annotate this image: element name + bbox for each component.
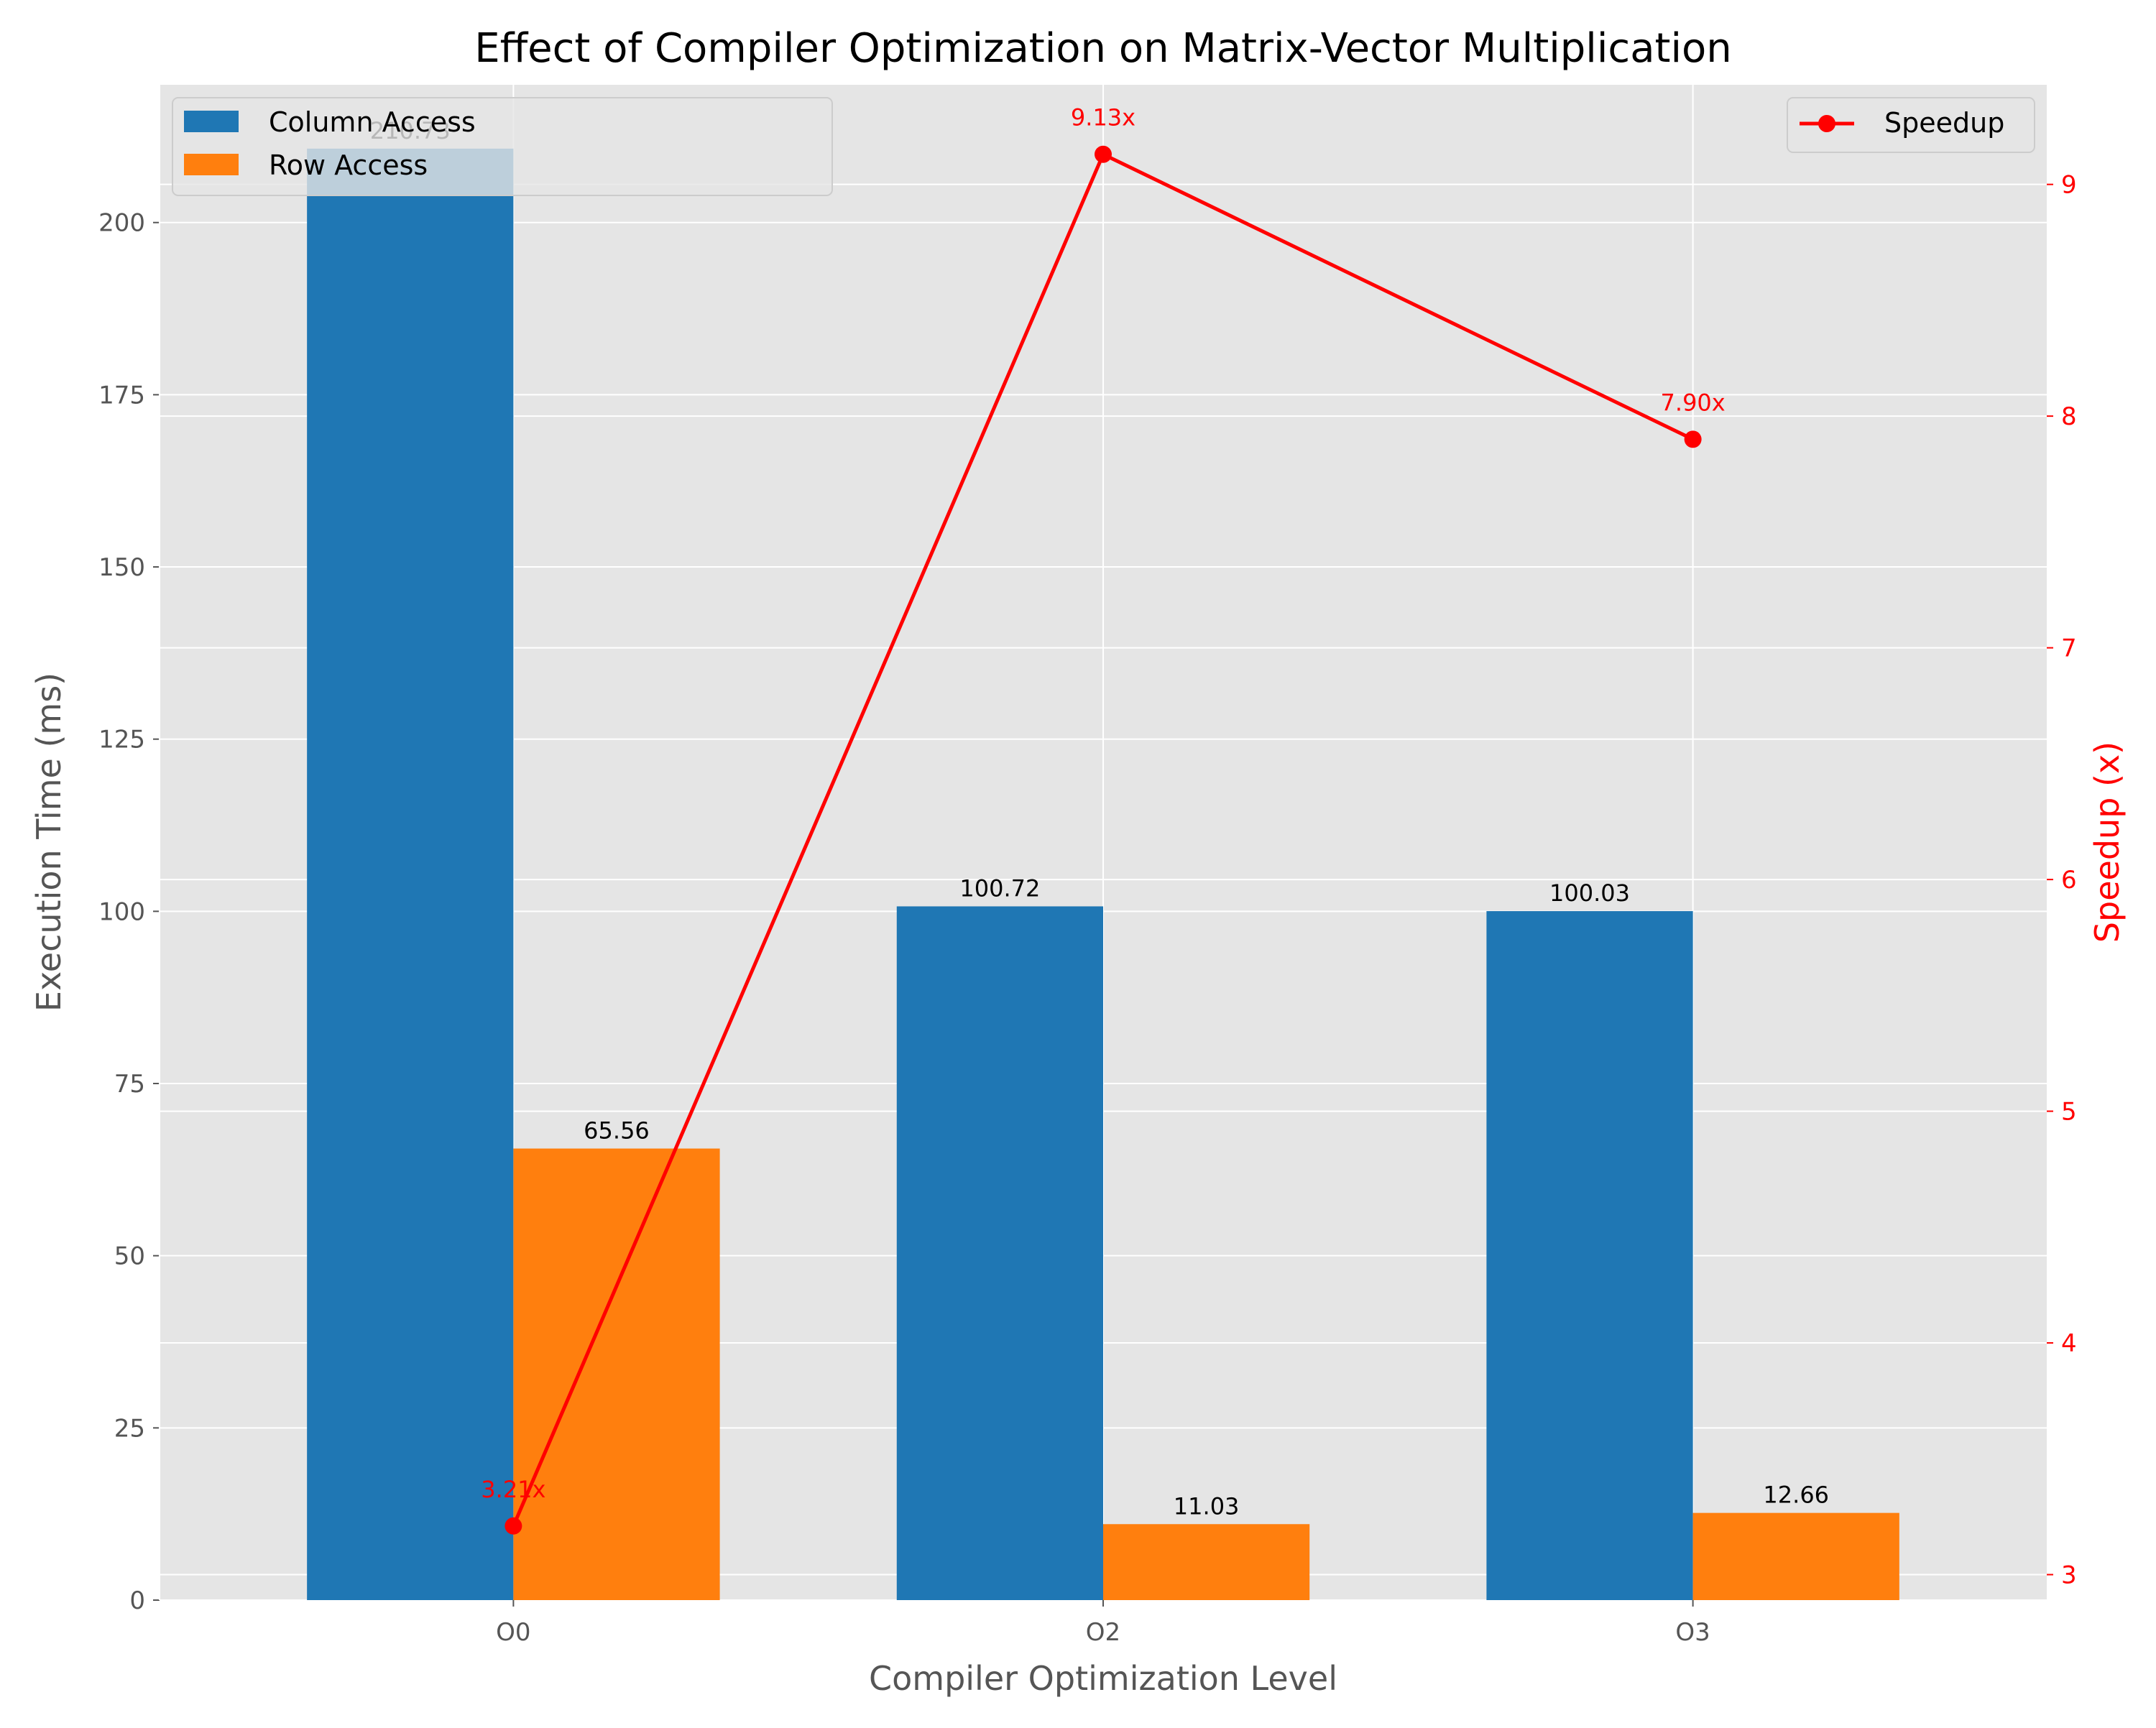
y2-tick-label: 3 (2061, 1561, 2077, 1590)
x-tick-label: O0 (496, 1618, 530, 1647)
y-tick-label: 125 (98, 726, 145, 754)
speedup-point-label: 7.90x (1661, 389, 1726, 416)
y-tick-label: 100 (98, 897, 145, 926)
y-tick-label: 150 (98, 553, 145, 582)
x-axis-label: Compiler Optimization Level (869, 1659, 1337, 1698)
y2-tick-label: 7 (2061, 634, 2077, 663)
y2-tick-label: 9 (2061, 171, 2077, 200)
bar-row-access (513, 1148, 720, 1600)
legend-label-row-access: Row Access (269, 149, 428, 181)
bar-value-label: 65.56 (584, 1117, 650, 1145)
legend-marker-speedup (1818, 115, 1835, 132)
legend-box (172, 97, 833, 196)
y-tick-label: 25 (114, 1414, 145, 1443)
legend-label-speedup: Speedup (1884, 107, 2004, 139)
bar-column-access (1486, 911, 1693, 1600)
axis-layer: 0 25 50 75 100 125 150 175 200 3 4 5 6 7 8 9 O0 O2 O3 (98, 85, 2077, 1647)
x-tick-label: O2 (1086, 1618, 1120, 1647)
speedup-point (1684, 430, 1702, 448)
legend-box (1787, 97, 2035, 153)
y2-tick-label: 4 (2061, 1329, 2077, 1358)
y2-tick-label: 5 (2061, 1098, 2077, 1127)
y2-tick-label: 6 (2061, 866, 2077, 895)
speedup-point (1095, 145, 1112, 163)
bar-column-access (307, 148, 514, 1600)
legend-bars: Column Access Row Access (172, 97, 833, 196)
y-axis-label: Execution Time (ms) (29, 673, 68, 1012)
bar-row-access (1103, 1524, 1310, 1600)
y-tick-label: 50 (114, 1242, 145, 1271)
legend-speedup: Speedup (1787, 97, 2035, 153)
speedup-line-layer: 3.21x 9.13x 7.90x (481, 104, 1726, 1535)
bar-value-label: 100.03 (1549, 879, 1630, 907)
bars-layer (307, 148, 1899, 1600)
y2-axis-label: Speedup (x) (2088, 741, 2127, 943)
chart-title: Effect of Compiler Optimization on Matri… (474, 25, 1732, 72)
y-tick-label: 200 (98, 209, 145, 238)
bar-value-label: 11.03 (1174, 1492, 1240, 1520)
y-tick-label: 0 (129, 1586, 145, 1615)
speedup-point-label: 9.13x (1071, 104, 1135, 131)
y-tick-label: 175 (98, 381, 145, 410)
bar-row-access (1692, 1512, 1899, 1600)
bar-value-label: 100.72 (959, 874, 1040, 902)
y2-tick-label: 8 (2061, 402, 2077, 431)
legend-label-column-access: Column Access (269, 106, 476, 138)
y-tick-label: 75 (114, 1070, 145, 1099)
bar-column-access (896, 906, 1103, 1600)
bar-value-label: 12.66 (1763, 1482, 1829, 1509)
speedup-point (505, 1517, 522, 1535)
legend-swatch-column-access (184, 111, 239, 132)
x-tick-label: O3 (1675, 1618, 1710, 1647)
legend-swatch-row-access (184, 154, 239, 175)
speedup-point-label: 3.21x (481, 1476, 545, 1503)
